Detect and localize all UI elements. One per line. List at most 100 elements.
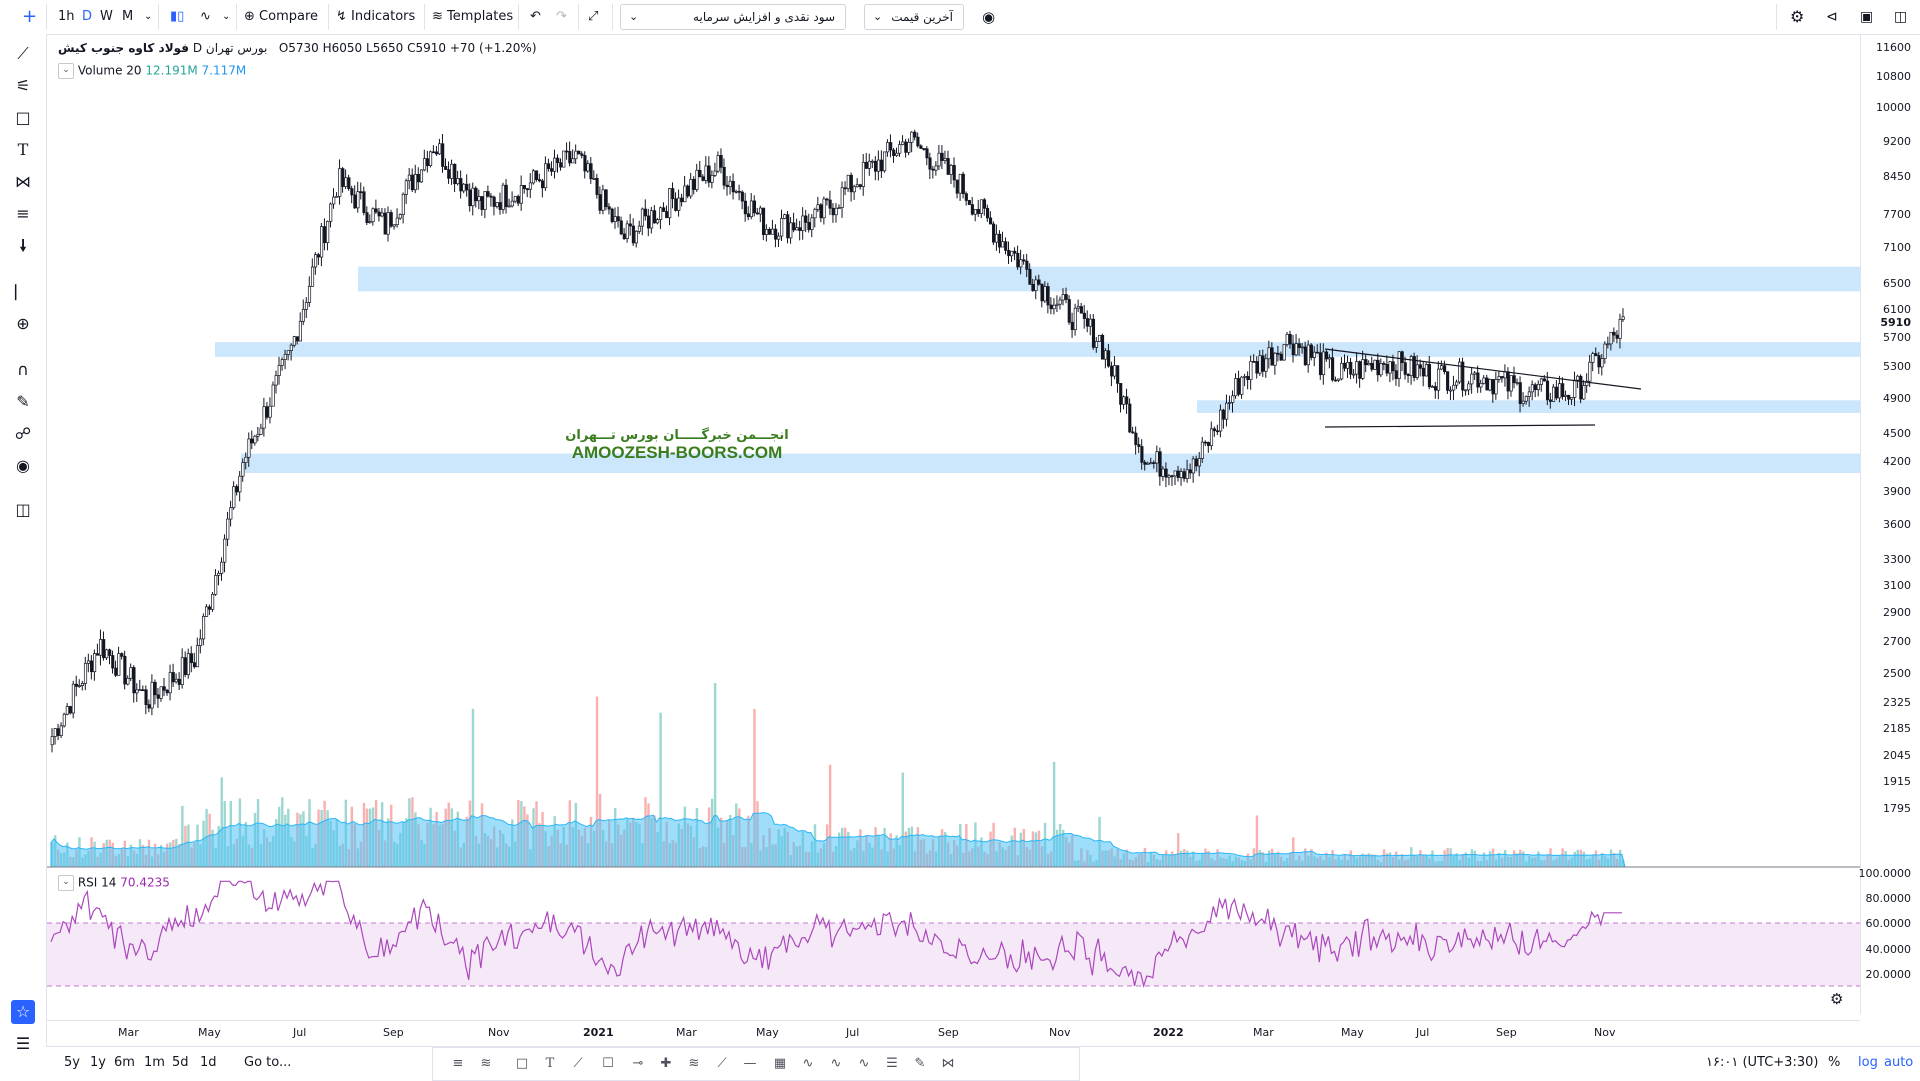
collapse-chevron-icon[interactable]: ⌄ <box>58 63 74 79</box>
horizontal-lines-icon[interactable]: ≡ <box>452 1056 464 1071</box>
pitchfork-icon[interactable]: ⚟ <box>15 76 31 95</box>
ruler-icon[interactable]: ⎸ <box>14 282 31 301</box>
candle-body <box>949 165 953 175</box>
extended-line-icon[interactable]: ⟋ <box>717 1056 727 1071</box>
trash-icon[interactable]: ◫ <box>1894 9 1908 25</box>
elliott-wave-12345-icon[interactable]: ∿ <box>802 1056 814 1071</box>
candle-body <box>1276 352 1280 355</box>
text-icon[interactable]: T <box>17 140 29 159</box>
candle-body <box>725 184 729 188</box>
candle-body <box>1131 431 1135 434</box>
interval-w[interactable]: W <box>100 9 113 24</box>
long-position-icon[interactable]: ☰ <box>886 1056 898 1071</box>
projection-icon[interactable]: ⋈ <box>941 1056 955 1071</box>
chart-type-chevron-down-icon[interactable]: ⌄ <box>222 11 231 22</box>
path-icon[interactable]: ≋ <box>688 1056 700 1071</box>
candle-body <box>919 145 923 149</box>
candle-body <box>837 207 841 209</box>
candle-body <box>1340 362 1344 380</box>
share-icon[interactable]: ⊲ <box>1826 9 1838 25</box>
horizontal-ray-icon[interactable]: ⊸ <box>632 1056 644 1071</box>
range-1m[interactable]: 1m <box>144 1055 165 1070</box>
xabcd-pattern-icon[interactable]: ∿ <box>830 1056 842 1071</box>
layers-icon[interactable]: ☰ <box>15 1034 31 1053</box>
undo-icon[interactable]: ↶ <box>530 9 541 24</box>
auto-toggle[interactable]: auto <box>1884 1055 1914 1070</box>
interval-1h[interactable]: 1h <box>58 9 75 24</box>
lock-icon[interactable]: ☍ <box>14 424 32 443</box>
candle-body <box>940 152 944 161</box>
interval-d[interactable]: D <box>82 9 93 24</box>
gear-icon[interactable]: ⚙ <box>1830 990 1844 1008</box>
horizontal-line-icon[interactable]: — <box>743 1056 757 1071</box>
star-icon[interactable]: ☆ <box>11 1000 35 1024</box>
candle-body <box>692 178 696 190</box>
arrow-down-icon[interactable]: 🠗 <box>19 236 27 255</box>
candle-body <box>574 150 578 160</box>
callout-icon[interactable]: ☐ <box>602 1056 614 1071</box>
log-toggle[interactable]: log <box>1858 1055 1878 1070</box>
candle-body <box>1222 409 1226 420</box>
gear-icon[interactable]: ⚙ <box>1790 7 1805 26</box>
range-1d[interactable]: 1d <box>200 1055 217 1070</box>
crosshair-icon[interactable]: + <box>22 6 38 27</box>
candle-body <box>755 212 760 215</box>
line-style-icon[interactable]: ∿ <box>200 9 211 24</box>
interval-m[interactable]: M <box>122 9 134 24</box>
candle-body <box>189 653 194 664</box>
candle-body <box>1376 359 1380 376</box>
symbol-low: L5650 <box>366 41 404 55</box>
template-select[interactable]: ⌄ سود نقدی و افزایش سرمایه <box>620 4 846 30</box>
candle-body <box>102 639 106 659</box>
redo-icon[interactable]: ↷ <box>556 9 567 24</box>
range-5y[interactable]: 5y <box>64 1055 80 1070</box>
pencil-lock-icon[interactable]: ✎ <box>16 392 30 411</box>
rectangle-icon[interactable]: □ <box>515 1056 529 1071</box>
time-axis[interactable]: Mar May Jul Sep Nov 2021 Mar May Jul Sep Nov 2022 Ma… <box>46 1020 1860 1047</box>
range-1y[interactable]: 1y <box>90 1055 106 1070</box>
zoom-in-icon[interactable]: ⊕ <box>16 314 30 333</box>
candle-body <box>80 683 85 686</box>
candle-body <box>864 161 869 169</box>
range-6m[interactable]: 6m <box>114 1055 135 1070</box>
trash-icon[interactable]: ◫ <box>15 500 31 519</box>
prediction-icon[interactable]: ≡ <box>16 204 30 223</box>
snapshot-icon[interactable]: ▣ <box>1860 9 1874 25</box>
price-axis[interactable]: 11600 10800 10000 9200 8450 7700 7100 6500 6100 5… <box>1859 34 1920 1014</box>
eye-icon[interactable]: ◉ <box>982 8 996 26</box>
trend-line-icon[interactable]: ⟋ <box>17 44 29 63</box>
clock-timezone[interactable]: ۱۶:۰۱ (UTC+3:30) <box>1706 1055 1819 1070</box>
candle-body <box>56 728 60 736</box>
parallel-channel-icon[interactable]: ≋ <box>480 1056 492 1071</box>
brush-icon[interactable]: ✎ <box>914 1056 926 1071</box>
candle-body <box>1482 377 1486 384</box>
candle-body <box>1603 343 1607 359</box>
fib-retracement-icon[interactable]: ▦ <box>773 1056 787 1071</box>
descending-trendline <box>1324 348 1642 390</box>
candle-body <box>544 163 548 189</box>
magnet-icon[interactable]: ∩ <box>17 360 29 379</box>
price-type-select[interactable]: ⌄ آخرین قیمت <box>864 4 964 30</box>
abcd-pattern-icon[interactable]: ∿ <box>858 1056 870 1071</box>
chart-canvas[interactable] <box>47 35 1860 1019</box>
candles-icon[interactable]: ▮▯ <box>170 9 185 24</box>
range-5d[interactable]: 5d <box>172 1055 189 1070</box>
candle-body <box>1594 353 1598 356</box>
text-icon[interactable]: T <box>545 1056 555 1071</box>
compare-button[interactable]: ⊕ Compare <box>240 4 322 30</box>
cross-line-icon[interactable]: ✚ <box>660 1056 672 1071</box>
eye-icon[interactable]: ◉ <box>16 456 30 475</box>
templates-button[interactable]: ≋ Templates <box>428 4 517 30</box>
interval-chevron-down-icon[interactable]: ⌄ <box>144 11 153 22</box>
trend-line-icon[interactable]: ⟋ <box>573 1056 583 1071</box>
percent-toggle[interactable]: % <box>1828 1055 1841 1070</box>
candle-body <box>304 302 309 310</box>
pattern-icon[interactable]: ⋈ <box>15 172 31 191</box>
candle-body <box>1279 353 1283 361</box>
goto-button[interactable]: Go to... <box>244 1055 292 1070</box>
candle-body <box>1352 373 1356 376</box>
collapse-chevron-icon[interactable]: ⌄ <box>58 875 74 891</box>
rectangle-icon[interactable]: □ <box>15 108 31 127</box>
fullscreen-icon[interactable]: ⤢ <box>588 9 599 24</box>
indicators-button[interactable]: ↯ Indicators <box>332 4 419 30</box>
